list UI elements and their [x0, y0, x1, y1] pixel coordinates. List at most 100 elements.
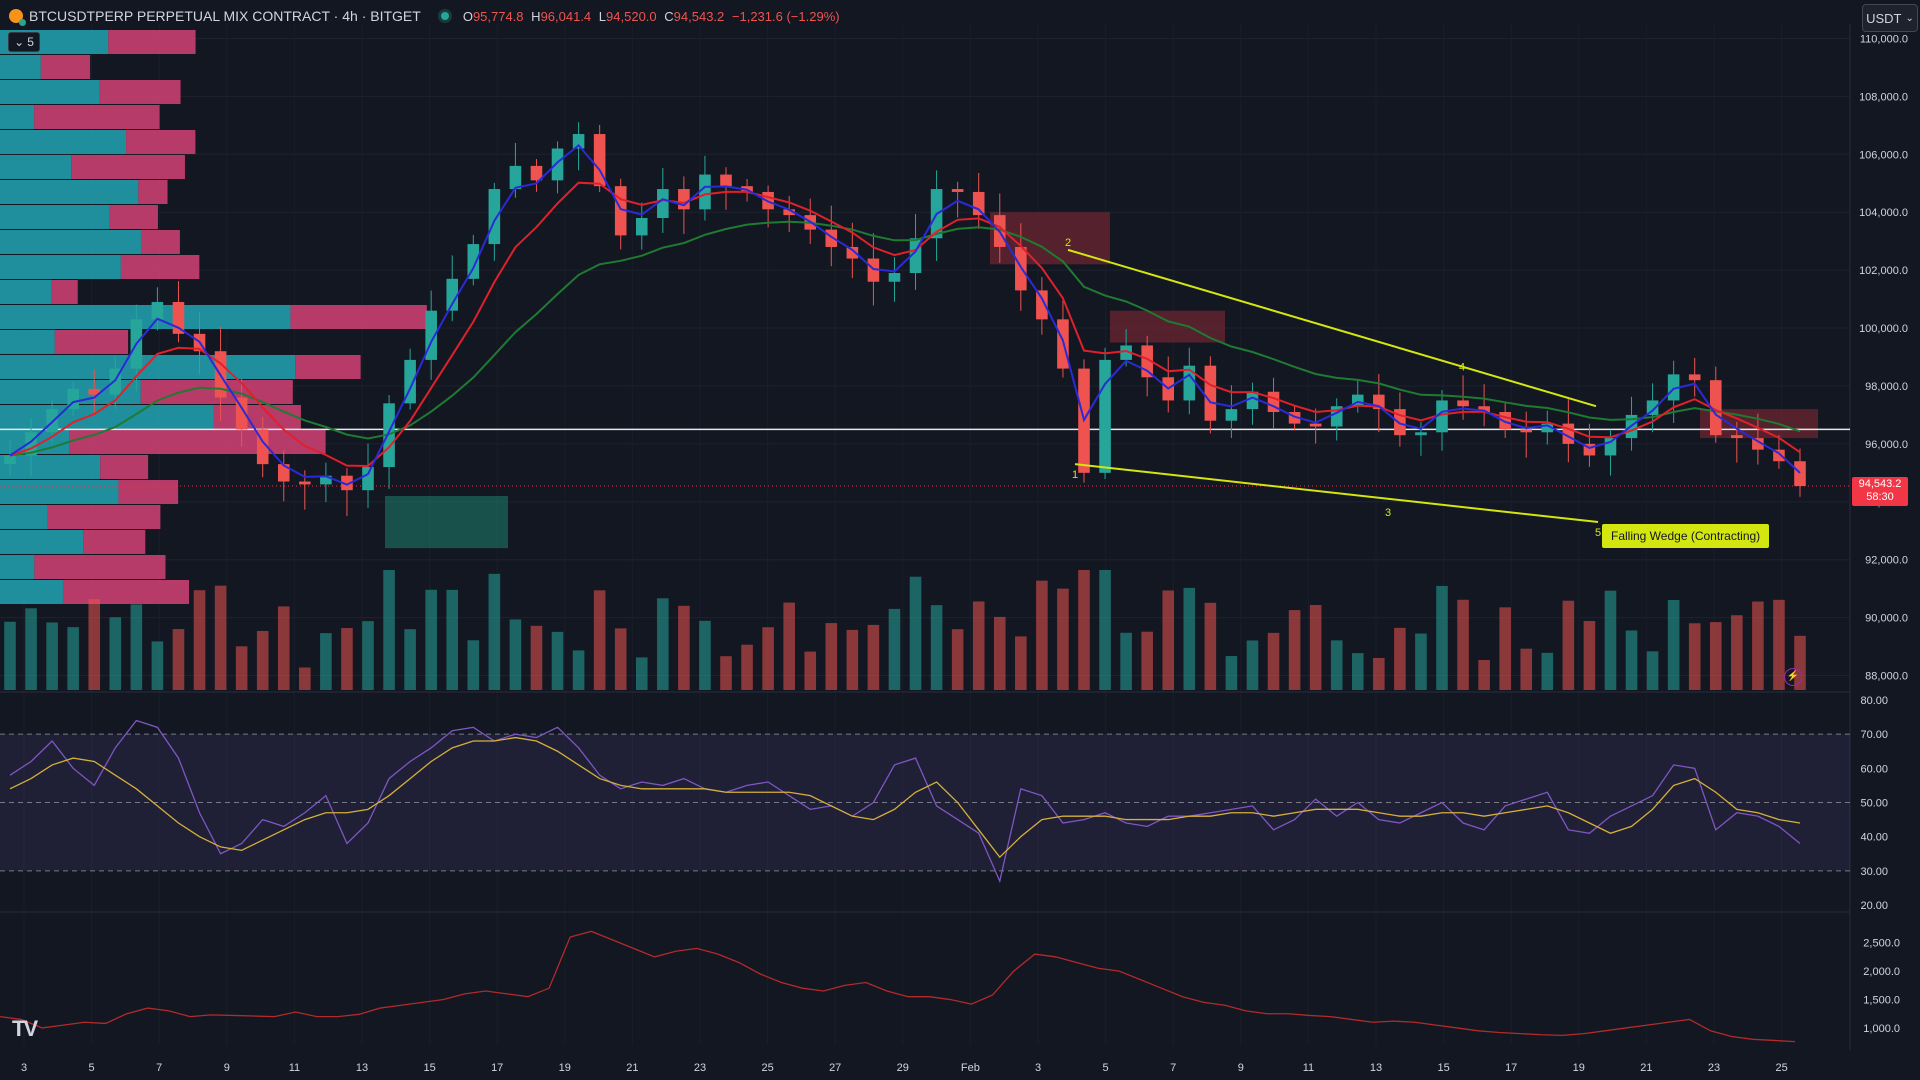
vp-bar-up [0, 305, 291, 329]
pattern-label[interactable]: Falling Wedge (Contracting) [1602, 524, 1770, 548]
time-tick-label: 11 [289, 1062, 300, 1074]
candle-body [299, 481, 311, 485]
volume-profile [0, 30, 427, 604]
candle-body [1773, 449, 1785, 462]
volume-bar [1562, 600, 1575, 690]
candle-body [235, 397, 248, 430]
chart-grid [0, 24, 1851, 1050]
volume-bar [1015, 636, 1027, 690]
vp-bar-up [0, 105, 35, 129]
vp-bar-up [0, 80, 100, 104]
candle-body [1541, 423, 1554, 433]
vp-bar-down [109, 205, 158, 229]
volume-bar [488, 573, 501, 690]
indicator-tick-label: 1,500.0 [1863, 995, 1900, 1007]
candle-body [256, 429, 269, 465]
volume-bar [383, 570, 395, 690]
vp-bar-up [0, 505, 48, 529]
time-tick-label: 3 [21, 1062, 27, 1074]
time-tick-label: 29 [897, 1062, 909, 1074]
price-tick-label: 98,000.0 [1865, 381, 1908, 393]
close-value: 94,543.2 [673, 8, 725, 24]
market-open-indicator [440, 12, 449, 20]
volume-bar [635, 657, 648, 690]
wedge-point-label: 5 [1595, 527, 1601, 539]
ema-slow-line [9, 220, 1801, 457]
high-value: 96,041.4 [540, 8, 592, 24]
candle-body [593, 134, 606, 187]
candle-body [467, 244, 480, 279]
wedge-point-label: 2 [1065, 237, 1071, 249]
volume-bar [1752, 601, 1764, 690]
candle-body [1604, 438, 1617, 456]
volume-bar [1162, 590, 1175, 690]
candle-body [846, 246, 859, 259]
high-label: H [531, 8, 541, 24]
time-tick-label: 27 [829, 1062, 841, 1074]
vp-bar-down [34, 555, 166, 579]
candle-body [635, 218, 648, 236]
volume-bar [1688, 623, 1701, 690]
candle-body [25, 432, 37, 456]
falling-wedge-pattern[interactable]: 2 4 1 3 5 [1065, 237, 1601, 539]
volume-bar [425, 589, 437, 690]
volume-bar [235, 646, 248, 690]
candle-body [1036, 290, 1048, 320]
volume-bar [1667, 599, 1680, 690]
chart-header: BTCUSDTPERP PERPETUAL MIX CONTRACT · 4h … [0, 0, 844, 32]
candle-body [909, 238, 922, 274]
indicators-collapse-button[interactable]: ⌄ 5 [8, 32, 40, 52]
close-label: C [664, 8, 674, 24]
candle-body [109, 368, 122, 395]
vp-bar-up [0, 205, 110, 229]
tradingview-logo-icon[interactable]: TV [12, 1016, 38, 1041]
time-tick-label: 15 [1437, 1062, 1449, 1074]
volume-bar [67, 627, 79, 690]
symbol-title[interactable]: BTCUSDTPERP PERPETUAL MIX CONTRACT · 4h … [29, 8, 421, 24]
rsi-tick-label: 70.00 [1860, 729, 1888, 741]
vp-bar-up [0, 280, 52, 304]
volume-bar [130, 604, 143, 690]
volume-bar [1415, 633, 1427, 690]
vp-bar-down [51, 280, 78, 304]
vp-bar-up [0, 255, 121, 279]
vp-bar-up [0, 155, 72, 179]
time-tick-label: 25 [1775, 1062, 1787, 1074]
candle-body [88, 388, 101, 395]
lightning-icon[interactable]: ⚡ [1784, 668, 1802, 686]
candle-body [1752, 438, 1764, 450]
low-value: 94,520.0 [606, 8, 657, 24]
third-indicator-pane[interactable] [0, 930, 1796, 1043]
candle-body [1183, 365, 1196, 401]
candle-body [341, 475, 353, 491]
volume-bar [151, 641, 164, 690]
volume-bar [193, 590, 206, 690]
volume-bar [1604, 590, 1617, 690]
moving-averages [9, 144, 1801, 486]
wedge-point-label: 1 [1072, 469, 1078, 481]
candle-body [678, 189, 690, 210]
candle-body [720, 174, 732, 187]
candle-body [699, 174, 711, 210]
volume-bar [657, 598, 669, 690]
currency-select[interactable]: USDT ⌄ [1862, 4, 1918, 32]
time-tick-label: 23 [694, 1062, 706, 1074]
vp-bar-up [0, 180, 139, 204]
volume-bar [551, 631, 564, 690]
volume-bar [825, 623, 838, 690]
bitcoin-icon [9, 9, 26, 26]
volume-bar [1267, 632, 1280, 690]
volume-bar [1099, 570, 1111, 690]
last-price-tag: 94,543.2 58:30 [1852, 477, 1908, 506]
chevron-down-icon: ⌄ [1905, 12, 1914, 24]
rsi-pane[interactable] [0, 719, 1850, 884]
candle-body [46, 409, 58, 433]
bar-countdown: 58:30 [1866, 491, 1894, 503]
time-tick-label: 15 [423, 1062, 435, 1074]
vp-bar-up [0, 580, 63, 604]
candle-body [1141, 345, 1153, 378]
candle-body [825, 229, 838, 247]
open-label: O [462, 8, 473, 24]
time-tick-label: 17 [1505, 1062, 1517, 1074]
